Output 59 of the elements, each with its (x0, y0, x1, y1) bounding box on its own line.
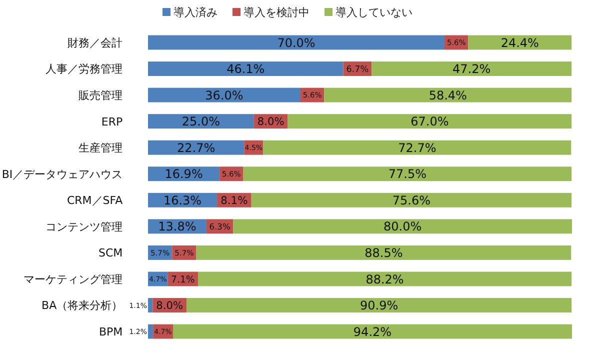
data-label: 8.1% (220, 194, 248, 207)
bar (148, 35, 445, 50)
data-label: 8.0% (257, 116, 284, 128)
y-tick-label: CRM／SFA (67, 194, 124, 208)
bar (263, 140, 572, 155)
bar (196, 245, 572, 260)
data-label: 72.7% (398, 140, 436, 155)
data-label: 88.5% (364, 246, 403, 260)
y-tick-label: 生産管理 (78, 142, 123, 155)
data-label: 77.5% (388, 167, 427, 182)
bar (251, 192, 572, 208)
y-tick-label: 人事／労務管理 (46, 62, 123, 76)
bar (243, 166, 572, 182)
y-tick-label: コンテンツ管理 (46, 220, 123, 234)
bar (198, 272, 572, 286)
data-label: 58.4% (428, 88, 467, 102)
y-tick-label: マーケティング管理 (24, 272, 123, 286)
data-label: 25.0% (182, 114, 220, 129)
data-label: 6.3% (209, 221, 230, 232)
y-tick-label: ERP (101, 115, 123, 128)
data-label: 46.1% (226, 62, 265, 76)
data-label: 13.8% (158, 220, 196, 234)
bar (148, 298, 153, 312)
legend-label: 導入済み (174, 6, 218, 19)
legend-label: 導入していない (336, 6, 412, 19)
bar (172, 324, 572, 339)
bar (148, 324, 154, 339)
data-label: 88.2% (366, 272, 404, 286)
y-tick-label: 販売管理 (78, 88, 123, 102)
data-label: 24.4% (500, 36, 539, 50)
data-label: 80.0% (384, 220, 422, 234)
bar (148, 62, 344, 76)
data-label: 22.7% (177, 140, 216, 155)
data-label: 47.2% (452, 62, 491, 76)
legend-label: 導入を検討中 (244, 6, 310, 19)
y-tick-label: BPM (98, 325, 123, 338)
data-label: 70.0% (277, 36, 316, 50)
data-label: 90.9% (360, 298, 398, 313)
bar (148, 88, 300, 102)
bar (186, 298, 572, 312)
bar (288, 114, 572, 129)
data-label: 16.9% (164, 167, 203, 182)
data-label: 6.7% (346, 64, 369, 75)
bar (372, 62, 572, 76)
bar (148, 114, 254, 129)
data-label: 7.1% (171, 274, 195, 286)
bar (148, 140, 244, 155)
data-label: 16.3% (163, 193, 202, 208)
data-label: 94.2% (353, 324, 392, 339)
y-tick-label: 財務／会計 (68, 36, 123, 50)
y-tick-label: BA（将来分析） (42, 299, 123, 312)
y-tick-label: SCM (98, 246, 123, 260)
bar (324, 88, 572, 102)
data-label: 67.0% (410, 114, 449, 129)
data-label: 75.6% (392, 193, 431, 208)
data-label: 36.0% (205, 88, 244, 102)
y-tick-label: BI／データウェアハウス (2, 168, 123, 181)
data-label: 8.0% (156, 300, 184, 312)
bar (233, 219, 572, 234)
